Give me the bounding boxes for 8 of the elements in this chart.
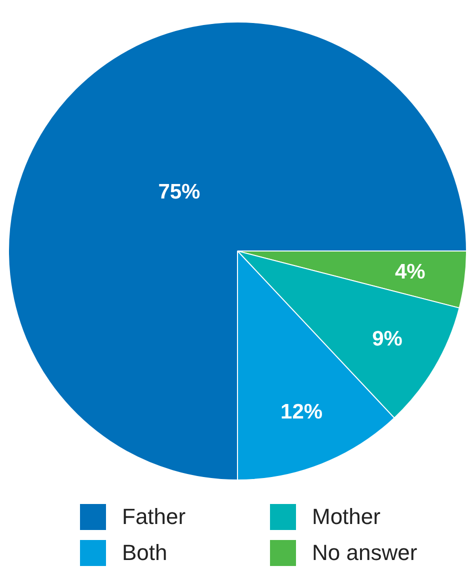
data-label: 9% xyxy=(372,327,403,350)
data-label: 4% xyxy=(394,260,426,284)
slice-label: Father xyxy=(122,504,186,530)
legend-label: No answer xyxy=(312,540,418,566)
legend-label: Both xyxy=(122,540,168,566)
data-label: 75% xyxy=(158,180,201,204)
data-label: 12% xyxy=(280,400,323,424)
legend-label: Mother xyxy=(312,504,380,530)
